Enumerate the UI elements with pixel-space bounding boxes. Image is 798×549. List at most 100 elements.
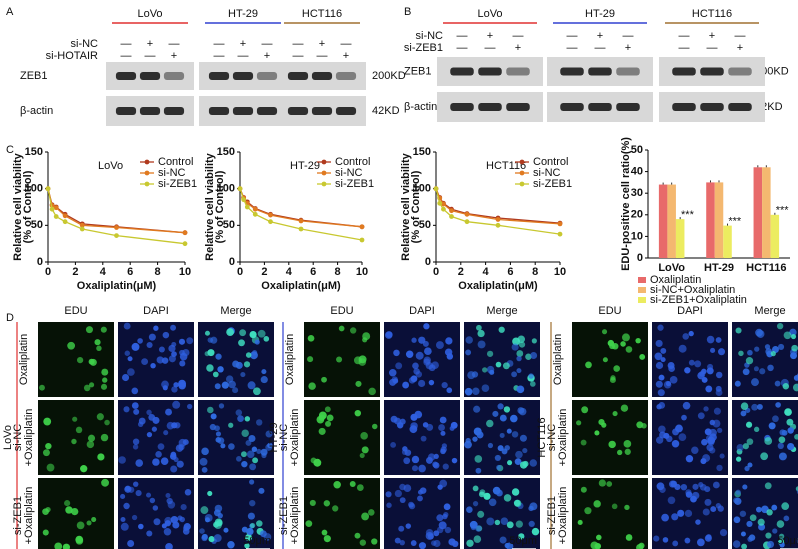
point (244, 204, 250, 210)
nucleus (671, 513, 679, 521)
nucleus (208, 536, 215, 543)
point (437, 200, 443, 206)
sign: — (145, 50, 156, 62)
nucleus (697, 412, 705, 420)
nucleus (771, 504, 778, 511)
legend-label: si-NC (335, 167, 363, 179)
channel-label: DAPI (143, 305, 169, 317)
nucleus (127, 368, 135, 376)
nucleus (744, 465, 750, 472)
nucleus (100, 326, 107, 333)
nucleus (167, 501, 176, 509)
nucleus (75, 426, 83, 434)
x-tick-label: 2 (72, 266, 78, 278)
nucleus (515, 450, 523, 459)
nucleus (422, 422, 429, 428)
nucleus (745, 357, 754, 365)
panel-label: D (6, 312, 14, 324)
nucleus (97, 453, 105, 461)
nucleus (399, 497, 406, 504)
nucleus (471, 371, 479, 378)
nucleus (75, 535, 84, 544)
y-tick-label: 50 (631, 144, 643, 156)
nucleus (265, 430, 273, 438)
band (208, 72, 230, 80)
nucleus (446, 387, 453, 394)
nucleus (680, 483, 688, 491)
nucleus (783, 331, 792, 340)
nucleus (776, 322, 784, 330)
nucleus (678, 344, 687, 353)
nucleus (399, 539, 405, 546)
nucleus (135, 459, 144, 467)
nucleus (252, 457, 259, 464)
nucleus (238, 339, 245, 347)
nucleus (424, 347, 432, 356)
point (182, 241, 188, 247)
nucleus (156, 356, 164, 364)
nucleus (492, 486, 501, 495)
band (335, 72, 357, 80)
channel-label: DAPI (677, 305, 703, 317)
cell-line-label: HCT116 (536, 417, 548, 457)
nucleus (684, 509, 693, 518)
nucleus (354, 532, 361, 539)
nucleus (472, 501, 479, 507)
condition-label: +Oxaliplatin (23, 409, 35, 467)
nucleus (176, 460, 184, 468)
nucleus (385, 491, 392, 498)
nucleus (473, 405, 481, 413)
sign: + (171, 50, 177, 62)
nucleus (141, 358, 149, 366)
nucleus (746, 520, 753, 527)
condition-label: si-NC (546, 424, 558, 452)
nucleus (702, 508, 710, 516)
nucleus (171, 351, 177, 357)
nucleus (759, 368, 766, 375)
nucleus (466, 506, 473, 513)
nucleus (318, 411, 327, 420)
nucleus (616, 449, 623, 456)
nucleus (358, 358, 367, 366)
point (441, 201, 446, 207)
nucleus (768, 422, 776, 430)
x-tick-label: 8 (155, 266, 161, 278)
nucleus (123, 322, 131, 330)
nucleus (182, 528, 190, 535)
nucleus (254, 339, 260, 345)
nucleus (486, 517, 495, 526)
nucleus (474, 455, 483, 463)
sign: — (214, 38, 225, 50)
nucleus (100, 383, 108, 390)
band (287, 107, 309, 115)
nucleus (67, 341, 76, 350)
nucleus (674, 483, 681, 491)
point (252, 211, 258, 217)
nucleus (706, 335, 715, 344)
nucleus (658, 425, 666, 433)
nucleus (499, 414, 507, 422)
band (139, 107, 161, 115)
nucleus (430, 540, 437, 546)
y-tick-label: 50 (31, 219, 43, 231)
nucleus (179, 349, 185, 356)
nucleus (794, 434, 798, 440)
nucleus (62, 543, 70, 549)
nucleus (226, 328, 235, 337)
sign: + (343, 50, 349, 62)
nucleus (402, 381, 410, 389)
nucleus (585, 361, 592, 369)
nucleus (415, 371, 423, 378)
nucleus (668, 480, 677, 488)
sign: + (240, 38, 246, 50)
nucleus (653, 535, 660, 542)
nucleus (247, 512, 255, 520)
nucleus (691, 446, 699, 454)
nucleus (137, 338, 143, 344)
nucleus (506, 521, 514, 529)
nucleus (518, 341, 526, 348)
y-tick-label: 20 (631, 209, 643, 221)
sign: — (317, 50, 328, 62)
nucleus (201, 466, 208, 473)
nucleus (94, 339, 101, 346)
